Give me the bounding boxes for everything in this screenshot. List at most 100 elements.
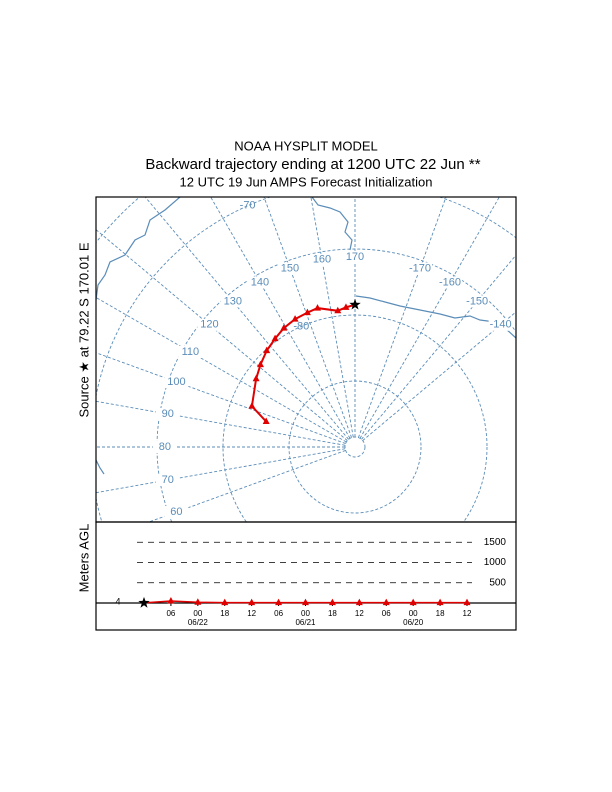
height-point — [194, 598, 202, 605]
lon-label: 100 — [167, 376, 185, 388]
lon-label: 90 — [162, 408, 174, 420]
time-tick-label: 00 — [409, 609, 418, 618]
time-tick-label: 06 — [166, 609, 175, 618]
trajectory-point — [257, 360, 265, 368]
height-tick-label: 1000 — [484, 557, 507, 568]
time-tick-label: 12 — [247, 609, 256, 618]
label-bg — [277, 262, 302, 275]
label-bg — [343, 250, 367, 263]
label-bg — [197, 318, 222, 331]
height-frame — [95, 521, 517, 631]
label-bg — [488, 318, 513, 331]
source-star — [349, 298, 361, 310]
trajectory-point — [280, 324, 288, 331]
lon-label: 160 — [313, 254, 331, 266]
time-tick-label: 06 — [382, 609, 391, 618]
meridian — [147, 449, 346, 522]
label-bg — [164, 506, 189, 519]
height-point — [275, 598, 283, 606]
height-point — [355, 598, 363, 606]
height-point — [302, 598, 309, 606]
lon-label: 170 — [346, 251, 364, 263]
date-label: 06/20 — [403, 618, 424, 627]
height-tick-label: 500 — [489, 577, 506, 588]
source-label: Source ★ at 79.22 S 170.01 E — [76, 242, 91, 417]
meridian — [359, 197, 500, 439]
meridian — [210, 197, 351, 439]
label-bg — [178, 345, 203, 358]
time-tick-label: 00 — [301, 609, 310, 618]
trajectory-point — [248, 402, 256, 409]
height-point — [167, 596, 175, 604]
height-point — [248, 598, 256, 606]
label-bg — [164, 375, 189, 388]
meridian — [96, 400, 346, 446]
coastline — [96, 459, 105, 475]
trajectory-point — [334, 306, 342, 314]
date-label: 06/21 — [295, 618, 316, 627]
lon-label: 140 — [251, 276, 269, 288]
meridian — [263, 197, 353, 438]
lon-label: 130 — [224, 295, 242, 307]
lon-label: 80 — [159, 441, 171, 453]
height-point — [221, 598, 229, 606]
trajectory-point — [271, 334, 279, 342]
trajectory-point — [262, 417, 270, 425]
trajectory-point — [263, 346, 271, 354]
coastline — [96, 197, 181, 301]
lon-label: -150 — [466, 295, 488, 307]
label-bg — [465, 295, 490, 308]
time-tick-label: 18 — [328, 609, 337, 618]
lon-label: 150 — [281, 262, 299, 274]
meridian — [357, 197, 447, 438]
trajectory-point — [291, 315, 299, 322]
meridian — [96, 352, 346, 445]
height-point — [463, 598, 471, 606]
height-point — [409, 598, 417, 606]
label-bg — [220, 295, 245, 308]
meridian — [96, 229, 348, 441]
lat-label: -70 — [240, 200, 256, 212]
coastline — [311, 197, 353, 251]
label-bg — [152, 441, 177, 453]
pole-circle — [344, 436, 366, 458]
label-bg — [247, 276, 272, 289]
height-point — [436, 598, 444, 606]
trajectory-point — [303, 308, 311, 316]
meridian — [96, 448, 346, 494]
time-tick-label: 18 — [220, 609, 229, 618]
time-tick-label: 00 — [193, 609, 202, 618]
lon-label: 60 — [170, 506, 182, 518]
label-bg — [309, 253, 334, 266]
height-point — [328, 598, 336, 606]
meridian — [361, 254, 516, 440]
label-bg — [408, 262, 433, 275]
height-tick-label: 1500 — [484, 537, 507, 548]
trajectory-point — [342, 303, 350, 310]
time-tick-label: 12 — [463, 609, 472, 618]
lon-label: -160 — [439, 276, 461, 288]
lon-label: 110 — [182, 346, 200, 358]
source-star — [138, 596, 150, 608]
meridian — [96, 296, 347, 443]
model-name: NOAA HYSPLIT MODEL — [234, 138, 378, 153]
lon-label: -140 — [490, 319, 512, 331]
meridian — [310, 197, 354, 438]
lon-label: -170 — [409, 262, 431, 274]
height-point — [382, 598, 390, 606]
y-axis-label: Meters AGL — [76, 524, 91, 593]
label-bg — [438, 276, 463, 289]
subtitle: 12 UTC 19 Jun AMPS Forecast Initializati… — [180, 174, 433, 189]
time-tick-label: 12 — [355, 609, 364, 618]
time-tick-label: 18 — [436, 609, 445, 618]
trajectory-point — [314, 304, 322, 311]
label-bg — [155, 407, 180, 420]
lat-label: -80 — [293, 320, 309, 332]
meridian — [144, 197, 349, 440]
title: Backward trajectory ending at 1200 UTC 2… — [145, 156, 480, 173]
trajectory-point — [252, 374, 260, 382]
date-label: 06/22 — [188, 618, 209, 627]
